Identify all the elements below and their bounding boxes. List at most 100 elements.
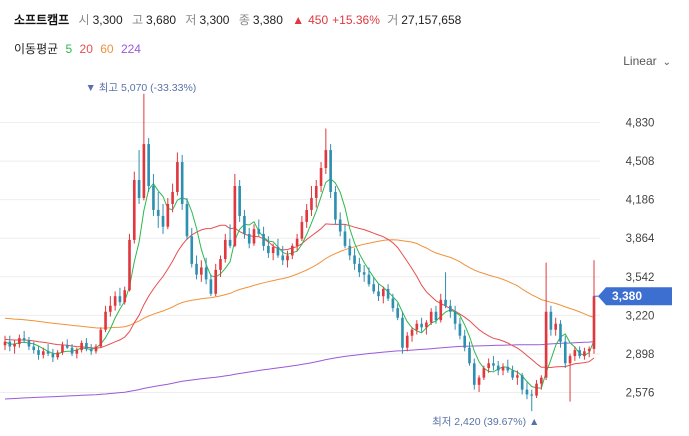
volume-label: 거 [387,13,399,27]
candle [281,245,285,266]
close-value: 3,380 [252,13,283,27]
candle-body [420,323,423,328]
candle-body [204,267,208,280]
candle [180,154,184,210]
candle [453,305,457,330]
candle [56,350,59,360]
scale-label: Linear [623,54,657,68]
candle [161,203,165,234]
candle [152,174,155,216]
candle-body [257,229,261,234]
candle [109,296,112,317]
candle-body [525,389,529,395]
candle-body [113,296,117,306]
candle-body [99,329,103,347]
candle [219,255,222,278]
candle-body [262,233,265,246]
candle-body [8,341,12,347]
candle-body [386,289,390,299]
candle-body [147,144,150,186]
candle-body [516,375,519,378]
candle [434,305,438,324]
scale-selector[interactable]: Linear ⌄ [623,54,671,68]
candle-body [372,284,376,292]
candle-body [482,368,486,378]
candle-body [353,255,356,264]
candle-body [271,247,275,254]
candle [22,330,26,343]
candle-body [310,197,313,210]
ma-20-line [4,223,595,369]
grid-lines [0,122,600,393]
candle [458,317,462,340]
candle [472,358,476,390]
candle-body [343,231,347,246]
candle-body [305,209,308,222]
candle-body [314,185,318,198]
open-value: 3,300 [92,13,123,27]
candle [262,226,265,251]
candle [267,236,270,258]
candle-body [568,356,572,364]
candle [583,347,586,360]
candle [94,344,98,354]
y-tick-label: 3,542 [626,272,655,284]
candle-body [449,305,452,312]
candle-body [477,377,481,385]
low-annotation: 최저 2,420 (39.67%) ▲ [432,416,539,428]
candle [46,344,50,357]
candle [238,179,241,222]
candle-body [501,366,505,371]
candle [286,250,289,268]
candle [429,308,433,325]
candle-body [487,363,490,369]
candle-body [171,191,174,204]
candle-body [46,351,50,354]
candle [525,382,529,400]
candle [32,341,36,354]
candle [410,327,414,342]
candle-body [338,219,342,232]
candle-body [276,247,280,256]
candle-body [592,296,596,349]
candle [18,334,21,348]
candle-body [300,221,304,239]
candle [85,338,88,352]
candle [137,150,141,204]
candle-body [367,274,371,285]
candle [549,305,553,336]
candle [468,341,471,366]
candle-body [362,272,366,275]
candle-body [200,267,203,275]
current-price-tag [598,287,672,306]
candle-body [453,311,457,324]
candle-body [89,348,93,352]
candle [592,260,596,354]
candle-body [492,363,495,366]
candle-body [190,236,194,264]
candle-body [444,299,447,306]
candle-body [37,350,40,355]
y-tick-label: 4,508 [626,156,655,168]
candle [257,219,261,237]
candle-body [358,263,361,273]
candle-body [468,347,471,364]
candle-body [180,162,184,204]
candle [554,317,558,336]
close-label: 종 [238,13,250,27]
candle [439,293,443,323]
candle-body [496,365,500,371]
high-annotation: ▼ 최고 5,070 (-33.33%) [85,82,196,94]
candle-body [540,377,543,384]
candle [176,152,179,196]
candle-body [535,383,538,396]
candle-body [329,150,332,192]
candle-body [238,185,241,216]
candle-body [51,353,55,358]
candle [511,365,514,381]
candle [80,340,83,353]
candle [348,238,352,261]
candle [367,267,371,287]
candle [118,287,122,306]
